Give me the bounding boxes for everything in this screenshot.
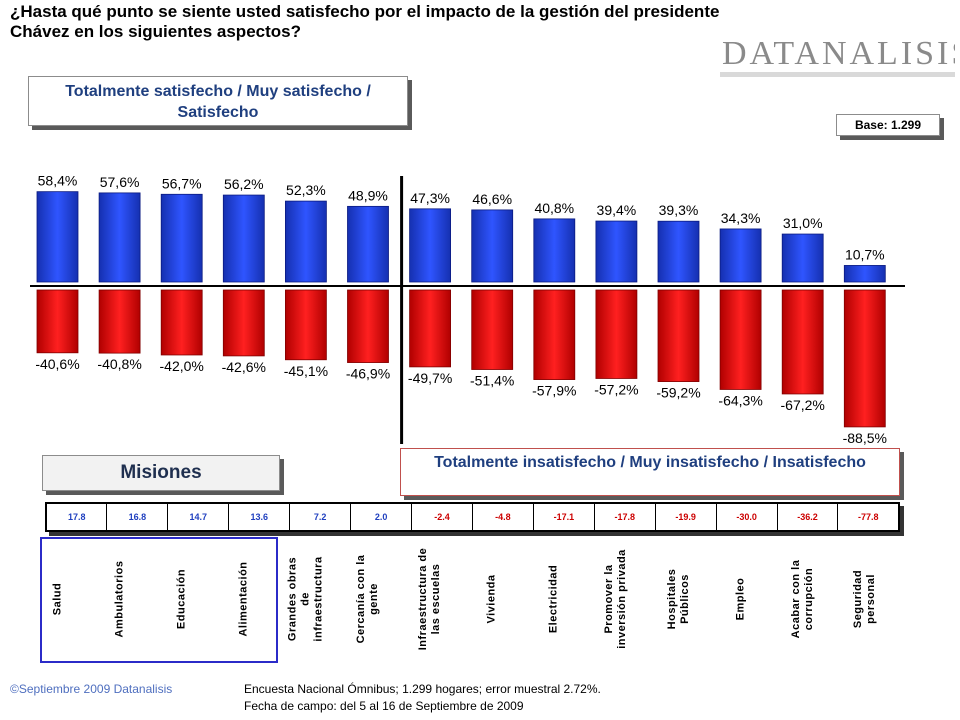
bar-positive [533, 218, 576, 283]
category-label: Hospitales Públicos [665, 568, 691, 630]
difference-table: 17.8 16.8 14.7 13.6 7.2 2.0 -2.4 -4.8 -17.1 -17.8… [45, 502, 900, 532]
difference-cell: -19.9 [654, 502, 717, 532]
data-label-negative: -64,3% [718, 392, 762, 408]
data-label-negative: -45,1% [284, 363, 328, 379]
difference-cell: 13.6 [228, 502, 291, 532]
data-label-positive: 56,7% [162, 175, 202, 191]
bar-negative [222, 289, 265, 357]
category-label: Alimentación [237, 561, 250, 637]
data-label-positive: 39,3% [659, 202, 699, 218]
difference-cell: 16.8 [106, 502, 169, 532]
logo-text: DATANALISIS [722, 35, 955, 72]
positive-legend-box: Totalmente satisfecho / Muy satisfecho /… [28, 76, 408, 126]
difference-cell: 17.8 [45, 502, 108, 532]
bar-negative [347, 289, 389, 363]
data-label-positive: 47,3% [410, 190, 450, 206]
footer-source-line2: Fecha de campo: del 5 al 16 de Septiembr… [244, 699, 524, 713]
bar-negative [843, 289, 886, 428]
data-label-positive: 58,4% [38, 173, 78, 189]
data-label-positive: 31,0% [783, 215, 823, 231]
footer-source: Encuesta Nacional Ómnibus; 1.299 hogares… [244, 681, 601, 715]
data-label-positive: 40,8% [534, 200, 574, 216]
data-label-negative: -42,0% [160, 358, 204, 374]
data-label-positive: 46,6% [472, 191, 512, 207]
bar-negative [719, 289, 762, 390]
data-label-negative: -46,9% [346, 366, 390, 382]
difference-cell: -36.2 [776, 502, 839, 532]
category-label: Grandes obras de infraestructura [286, 556, 325, 642]
category-label: Salud [51, 582, 63, 616]
bar-positive [409, 208, 452, 283]
data-label-negative: -67,2% [781, 397, 825, 413]
difference-cell: -30.0 [715, 502, 778, 532]
bar-positive [284, 200, 327, 283]
bar-negative [657, 289, 700, 382]
data-label-positive: 10,7% [845, 246, 885, 262]
category-label: Acabar con la corrupción [789, 559, 815, 639]
bar-negative [98, 289, 141, 354]
bar-negative [781, 289, 824, 395]
bar-negative [160, 289, 203, 356]
difference-cell: -2.4 [411, 502, 473, 532]
category-label: Empleo [734, 577, 747, 621]
data-label-negative: -59,2% [656, 385, 700, 401]
misiones-frame [40, 537, 278, 663]
difference-cell: 2.0 [350, 502, 413, 532]
difference-cell: -17.8 [593, 502, 656, 532]
data-label-negative: -51,4% [470, 373, 514, 389]
data-label-negative: -57,2% [594, 381, 638, 397]
data-label-negative: -42,6% [222, 359, 266, 375]
data-label-positive: 34,3% [721, 210, 761, 226]
data-label-negative: -40,6% [35, 356, 79, 372]
category-label: Seguridad personal [851, 569, 877, 629]
bar-positive [471, 209, 514, 283]
question-title: ¿Hasta qué punto se siente usted satisfe… [10, 2, 720, 41]
difference-cell: -77.8 [837, 502, 900, 532]
category-label: Infraestructura de las escuelas [417, 547, 443, 651]
bar-positive [222, 194, 265, 283]
data-label-positive: 52,3% [286, 182, 326, 198]
category-label: Promover la inversión privada [603, 549, 629, 649]
footer-source-line1: Encuesta Nacional Ómnibus; 1.299 hogares… [244, 682, 601, 696]
category-label: Ambulatorios [113, 560, 126, 638]
category-label: Electricidad [547, 564, 560, 634]
bar-positive [719, 228, 762, 283]
difference-cell: -17.1 [532, 502, 595, 532]
base-badge: Base: 1.299 [836, 114, 940, 136]
bar-positive [36, 191, 79, 283]
category-label: Vivienda [485, 574, 498, 624]
bar-positive [347, 205, 389, 283]
data-label-negative: -88,5% [843, 430, 887, 446]
misiones-label: Misiones [42, 455, 280, 491]
data-label-positive: 48,9% [348, 187, 388, 203]
difference-cell: 7.2 [289, 502, 352, 532]
bar-negative [595, 289, 638, 379]
data-label-positive: 57,6% [100, 174, 140, 190]
bar-positive [843, 265, 886, 283]
bar-positive [657, 220, 700, 283]
bar-positive [781, 233, 824, 283]
bar-positive [160, 193, 203, 283]
data-label-positive: 56,2% [224, 176, 264, 192]
difference-cell: -4.8 [471, 502, 534, 532]
data-label-negative: -57,9% [532, 383, 576, 399]
category-label: Cercanía con la gente [355, 554, 380, 644]
data-label-negative: -49,7% [408, 370, 452, 386]
category-label: Educación [175, 568, 188, 630]
bar-negative [36, 289, 79, 354]
difference-cell: 14.7 [167, 502, 230, 532]
datanalisis-logo: DATANALISIS [720, 30, 960, 78]
negative-legend-box: Totalmente insatisfecho / Muy insatisfec… [400, 448, 900, 496]
bar-negative [533, 289, 576, 380]
bar-positive [595, 220, 638, 283]
difference-row: 17.8 16.8 14.7 13.6 7.2 2.0 -2.4 -4.8 -17.1 -17.8… [45, 502, 900, 532]
bar-negative [284, 289, 327, 361]
footer-copyright: ©Septiembre 2009 Datanalisis [10, 682, 173, 696]
bar-negative [409, 289, 452, 368]
bar-positive [98, 192, 141, 283]
data-label-positive: 39,4% [597, 202, 637, 218]
satisfaction-chart: 58,4% -40,6% 57,6% -40,8% 56,7% -42,0% 56,2% -4… [30, 173, 905, 446]
bar-negative [471, 289, 514, 370]
data-label-negative: -40,8% [97, 356, 141, 372]
